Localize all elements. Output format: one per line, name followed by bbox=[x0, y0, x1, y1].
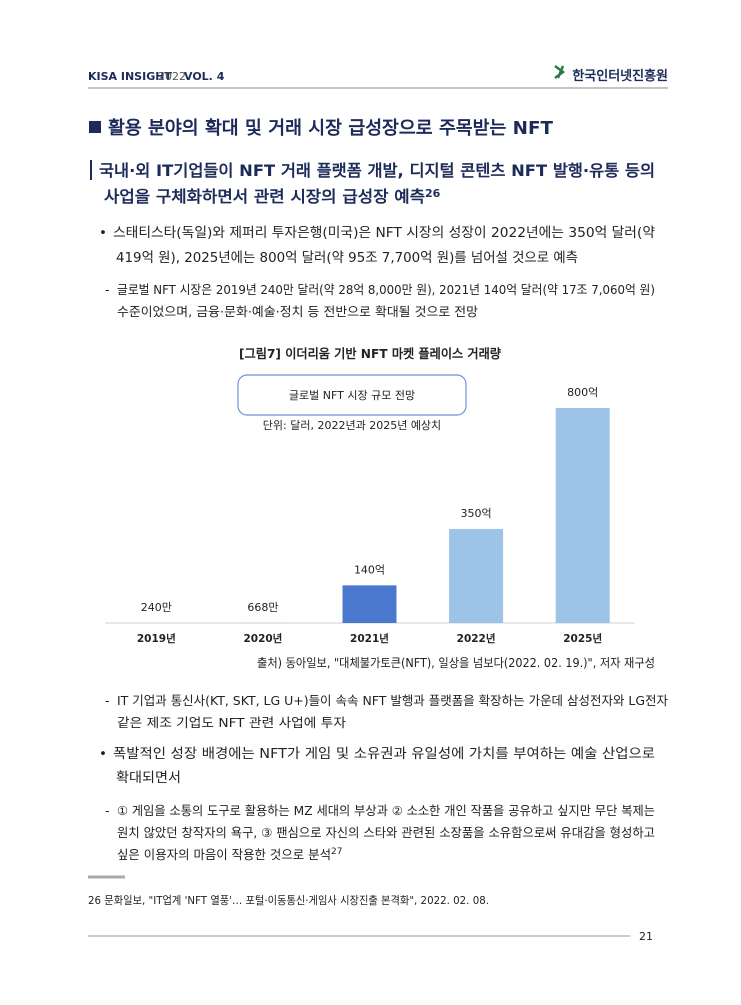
figure-source: 출처) 동아일보, "대체불가토큰(NFT), 일상을 넘보다(2022. 02… bbox=[257, 656, 655, 670]
text-line: 폭발적인 성장 배경에는 NFT가 게임 및 소유권과 유일성에 가치를 부여하… bbox=[113, 746, 655, 762]
org: 한국인터넷진흥원 bbox=[572, 68, 668, 84]
chart-title-box bbox=[237, 374, 467, 416]
x-tick-label: 2025년 bbox=[563, 632, 602, 645]
x-tick-label: 2020년 bbox=[243, 632, 282, 645]
x-tick-label: 2019년 bbox=[137, 632, 176, 645]
text-line: 글로벌 NFT 시장은 2019년 240만 달러(약 28억 8,000만 원… bbox=[117, 282, 655, 297]
bar bbox=[342, 585, 397, 623]
bullet: • bbox=[99, 225, 107, 241]
footnote: 26 문화일보, "IT업계 'NFT 열풍'… 포털·이동통신·게임사 시장진… bbox=[88, 893, 489, 907]
bar bbox=[449, 528, 504, 623]
volume: VOL. 4 bbox=[184, 70, 225, 83]
dash: - bbox=[105, 282, 110, 297]
subheading-line: 국내·외 IT기업들이 NFT 거래 플랫폼 개발, 디지털 콘텐츠 NFT 발… bbox=[99, 161, 655, 180]
subheading-line: 사업을 구체화하면서 관련 시장의 급성장 예측26 bbox=[104, 187, 441, 206]
bullet: • bbox=[99, 746, 107, 762]
figure-caption: [그림7] 이더리움 기반 NFT 마켓 플레이스 거래량 bbox=[239, 346, 501, 361]
value-label: 350억 bbox=[461, 507, 492, 520]
page-number: 21 bbox=[639, 930, 653, 943]
logo-icon bbox=[554, 65, 566, 79]
value-label: 668만 bbox=[247, 601, 278, 614]
text-line: 싶은 이용자의 마음이 작용한 것으로 분석27 bbox=[117, 847, 342, 862]
dash: - bbox=[105, 693, 110, 708]
text-line: 같은 제조 기업도 NFT 관련 사업에 투자 bbox=[117, 715, 347, 730]
bar bbox=[555, 408, 610, 623]
text-line: 원치 않았던 창작자의 욕구, ③ 팬심으로 자신의 스타와 관련된 소장품을 … bbox=[117, 825, 655, 840]
chart-title: 글로벌 NFT 시장 규모 전망 bbox=[289, 389, 415, 402]
value-label: 140억 bbox=[354, 563, 385, 576]
value-label: 800억 bbox=[567, 386, 598, 399]
year: 2022 bbox=[158, 70, 186, 83]
text-line: 확대되면서 bbox=[116, 770, 181, 786]
dash: - bbox=[105, 803, 110, 818]
x-tick-label: 2021년 bbox=[350, 632, 389, 645]
text-line: 419억 원), 2025년에는 800억 달러(약 95조 7,700억 원)… bbox=[116, 250, 578, 266]
x-tick-label: 2022년 bbox=[457, 632, 496, 645]
text-line: IT 기업과 통신사(KT, SKT, LG U+)들이 속속 NFT 발행과 … bbox=[117, 693, 668, 708]
value-label: 240만 bbox=[141, 601, 172, 614]
brand: KISA INSIGHT bbox=[88, 70, 172, 83]
text-line: ① 게임을 소통의 도구로 활용하는 MZ 세대의 부상과 ② 소소한 개인 작… bbox=[117, 803, 655, 818]
section-title: 활용 분야의 확대 및 거래 시장 급성장으로 주목받는 NFT bbox=[108, 118, 554, 139]
section-square bbox=[89, 121, 101, 133]
text-line: 스태티스타(독일)와 제퍼리 투자은행(미국)은 NFT 시장의 성장이 202… bbox=[113, 225, 655, 241]
chart-subtitle: 단위: 달러, 2022년과 2025년 예상치 bbox=[263, 419, 441, 432]
text-line: 수준이었으며, 금융·문화·예술·정치 등 전반으로 확대될 것으로 전망 bbox=[117, 304, 479, 319]
chart: 글로벌 NFT 시장 규모 전망 단위: 달러, 2022년과 2025년 예상… bbox=[105, 374, 635, 645]
